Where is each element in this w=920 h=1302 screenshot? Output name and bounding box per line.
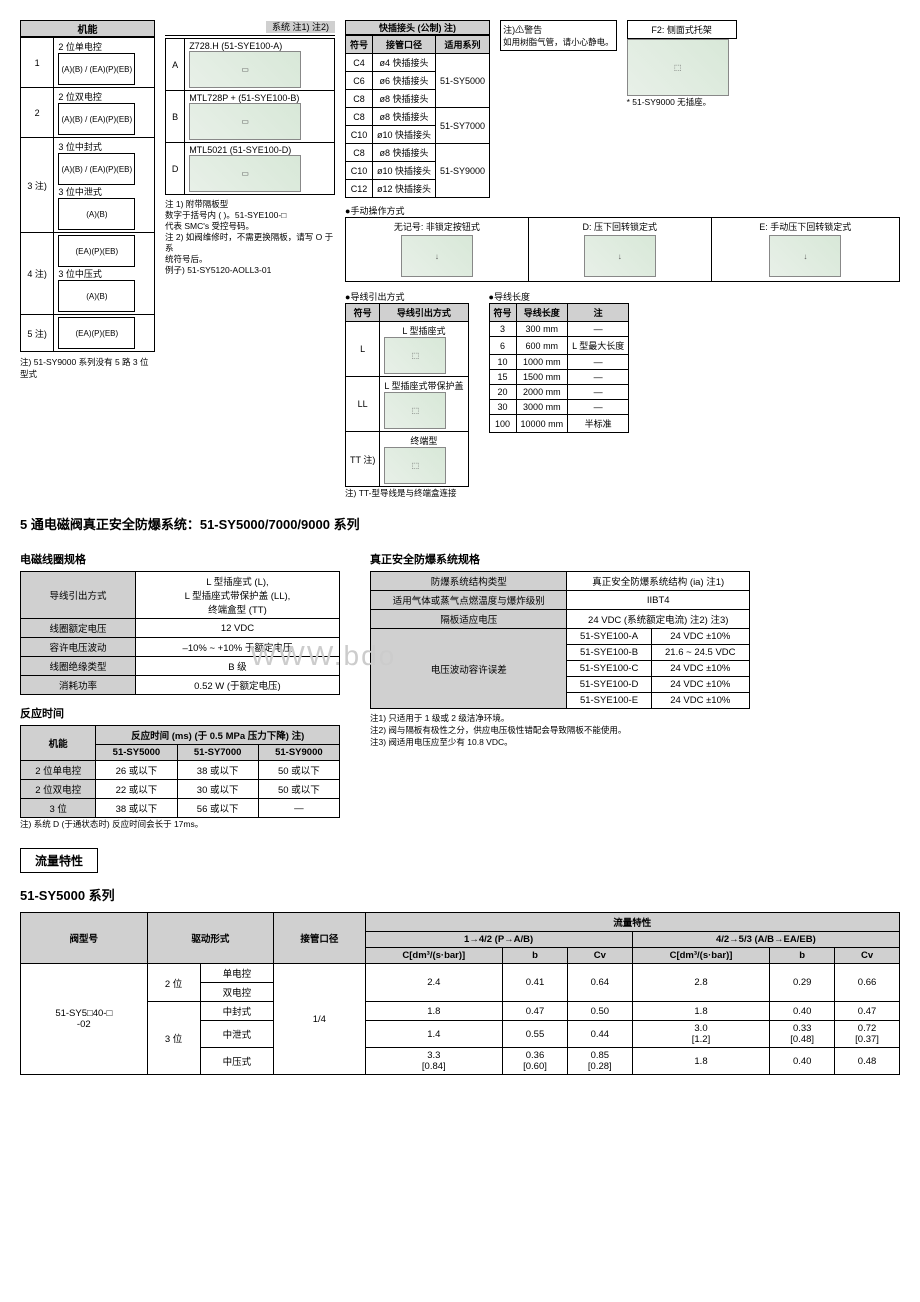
f2-title: F2: 侧面式托架 [627,20,737,39]
coil-spec-table: 导线引出方式L 型插座式 (L), L 型插座式带保护盖 (LL), 终端盒型 … [20,571,340,695]
flow-title: 流量特性 [20,848,98,873]
lead-table: 符号导线引出方式 LL 型插座式⬚ LLL 型插座式带保护盖⬚ TT 注)终端型… [345,303,469,487]
connector-table: 符号接管口径适用系列 C4ø4 快插接头51-SY5000 C6ø6 快插接头 … [345,35,490,198]
lead-note: 注) TT-型导线是与终端盒连接 [345,487,469,499]
manual-table: 无记号: 非锁定按钮式↓ D: 压下回转锁定式↓ E: 手动压下回转锁定式↓ [345,217,900,282]
lead-title: ●导线引出方式 [345,290,469,303]
response-title: 反应时间 [20,705,340,721]
main-title: 5 通电磁阀真正安全防爆系统：51-SY5000/7000/9000 系列 [20,514,900,533]
mechanism-table: 12 位单电控(A)(B) / (EA)(P)(EB) 22 位双电控(A)(B… [20,37,155,352]
manual-title: ●手动操作方式 [345,204,900,217]
mech-note: 注) 51-SY9000 系列没有 5 路 3 位型式 [20,356,155,380]
length-title: ●导线长度 [489,290,630,303]
flow-table: 阀型号 驱动形式 接管口径 流量特性 1→4/2 (P→A/B) 4/2→5/3… [20,912,900,1075]
safety-spec-title: 真正安全防爆系统规格 [370,551,750,567]
safety-notes: 注1) 只适用于 1 级或 2 级洁净环境。 注2) 阀与隔板有极性之分，供应电… [370,713,750,749]
f2-diagram: ⬚ [627,39,729,96]
length-table: 符号导线长度注 3300 mm— 6600 mmL 型最大长度 101000 m… [489,303,630,433]
mechanism-header: 机能 [20,20,155,37]
top-diagram-area: 机能 12 位单电控(A)(B) / (EA)(P)(EB) 22 位双电控(A… [20,20,900,499]
sys-notes: 注 1) 附带隔板型 数字于括号内 ( )。51-SYE100-□ 代表 SMC… [165,199,335,276]
warning-box: 注)⚠警告 如用树脂气管，请小心静电。 [500,20,617,51]
response-table: 机能反应时间 (ms) (于 0.5 MPa 压力下降) 注) 51-SY500… [20,725,340,818]
systems-label: 系统 注1) 注2) [165,20,335,36]
series-title: 51-SY5000 系列 [20,885,900,904]
response-note: 注) 系统 D (于通状态时) 反应时间会长于 17ms。 [20,818,340,830]
coil-spec-title: 电磁线圈规格 [20,551,340,567]
connector-title: 快插接头 (公制) 注) [345,20,490,35]
systems-table: AZ728.H (51-SYE100-A)▭ BMTL728P + (51-SY… [165,38,335,195]
watermark: WWW.bdo [250,640,396,672]
safety-spec-table: 防爆系统结构类型真正安全防爆系统结构 (ia) 注1) 适用气体或蒸气点燃温度与… [370,571,750,709]
f2-note: * 51-SY9000 无插座。 [627,96,737,108]
